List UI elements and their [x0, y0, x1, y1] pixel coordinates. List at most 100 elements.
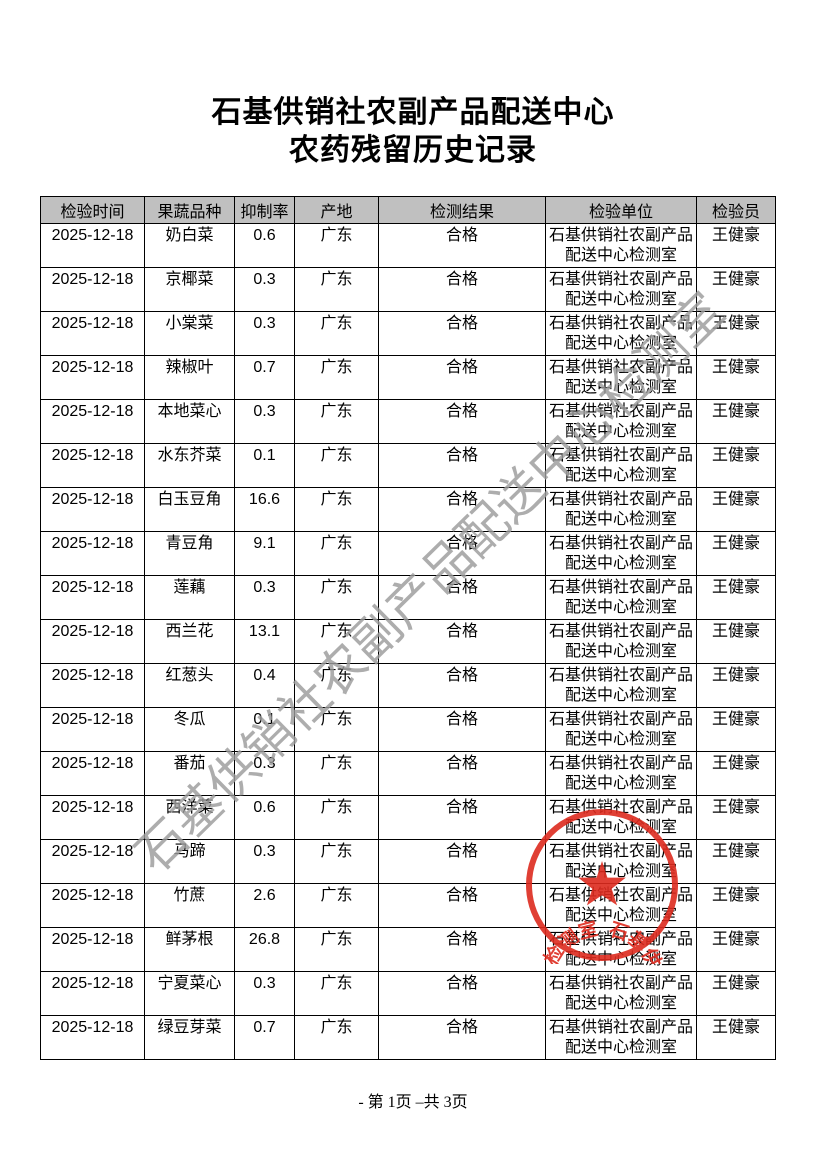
cell-date: 2025-12-18	[40, 883, 145, 928]
table-row: 2025-12-18 西洋菜 0.6 广东 合格 石基供销社农副产品配送中心检测室 王健豪	[40, 795, 776, 840]
table-row: 2025-12-18 小棠菜 0.3 广东 合格 石基供销社农副产品配送中心检测室 王健豪	[40, 311, 776, 356]
cell-inspector: 王健豪	[696, 531, 776, 576]
page-subtitle: 农药残留历史记录	[289, 134, 537, 167]
cell-origin: 广东	[294, 619, 379, 664]
cell-rate: 0.3	[234, 839, 295, 884]
cell-inspector: 王健豪	[696, 443, 776, 488]
cell-origin: 广东	[294, 1015, 379, 1060]
cell-result: 合格	[378, 311, 546, 356]
cell-unit: 石基供销社农副产品配送中心检测室	[545, 487, 697, 532]
cell-rate: 0.6	[234, 223, 295, 268]
cell-variety: 本地菜心	[144, 399, 235, 444]
cell-inspector: 王健豪	[696, 839, 776, 884]
cell-rate: 0.3	[234, 399, 295, 444]
cell-date: 2025-12-18	[40, 927, 145, 972]
cell-date: 2025-12-18	[40, 1015, 145, 1060]
table-row: 2025-12-18 宁夏菜心 0.3 广东 合格 石基供销社农副产品配送中心检测室 王健豪	[40, 971, 776, 1016]
table-row: 2025-12-18 西兰花 13.1 广东 合格 石基供销社农副产品配送中心检测室 王健豪	[40, 619, 776, 664]
cell-rate: 13.1	[234, 619, 295, 664]
table-row: 2025-12-18 京椰菜 0.3 广东 合格 石基供销社农副产品配送中心检测室 王健豪	[40, 267, 776, 312]
table-row: 2025-12-18 番茄 0.3 广东 合格 石基供销社农副产品配送中心检测室 王健豪	[40, 751, 776, 796]
cell-variety: 鲜茅根	[144, 927, 235, 972]
cell-rate: 0.3	[234, 971, 295, 1016]
cell-origin: 广东	[294, 751, 379, 796]
cell-unit: 石基供销社农副产品配送中心检测室	[545, 751, 697, 796]
cell-rate: 2.6	[234, 883, 295, 928]
cell-variety: 奶白菜	[144, 223, 235, 268]
cell-unit: 石基供销社农副产品配送中心检测室	[545, 355, 697, 400]
cell-date: 2025-12-18	[40, 663, 145, 708]
cell-rate: 0.7	[234, 355, 295, 400]
cell-result: 合格	[378, 223, 546, 268]
cell-origin: 广东	[294, 575, 379, 620]
cell-rate: 0.3	[234, 751, 295, 796]
cell-variety: 莲藕	[144, 575, 235, 620]
cell-variety: 京椰菜	[144, 267, 235, 312]
cell-result: 合格	[378, 927, 546, 972]
cell-rate: 26.8	[234, 927, 295, 972]
cell-result: 合格	[378, 619, 546, 664]
cell-origin: 广东	[294, 399, 379, 444]
cell-unit: 石基供销社农副产品配送中心检测室	[545, 619, 697, 664]
cell-result: 合格	[378, 1015, 546, 1060]
cell-variety: 辣椒叶	[144, 355, 235, 400]
cell-variety: 红葱头	[144, 663, 235, 708]
cell-unit: 石基供销社农副产品配送中心检测室	[545, 927, 697, 972]
cell-origin: 广东	[294, 707, 379, 752]
cell-origin: 广东	[294, 311, 379, 356]
cell-date: 2025-12-18	[40, 355, 145, 400]
cell-inspector: 王健豪	[696, 311, 776, 356]
cell-variety: 西兰花	[144, 619, 235, 664]
page-footer: - 第 1页 –共 3页	[358, 1094, 468, 1111]
cell-origin: 广东	[294, 927, 379, 972]
cell-date: 2025-12-18	[40, 443, 145, 488]
cell-rate: 9.1	[234, 531, 295, 576]
cell-origin: 广东	[294, 355, 379, 400]
cell-result: 合格	[378, 399, 546, 444]
table-row: 2025-12-18 辣椒叶 0.7 广东 合格 石基供销社农副产品配送中心检测室 王健豪	[40, 355, 776, 400]
cell-date: 2025-12-18	[40, 267, 145, 312]
cell-unit: 石基供销社农副产品配送中心检测室	[545, 311, 697, 356]
column-header: 检验单位	[545, 196, 697, 224]
table-row: 2025-12-18 青豆角 9.1 广东 合格 石基供销社农副产品配送中心检测室 王健豪	[40, 531, 776, 576]
cell-origin: 广东	[294, 487, 379, 532]
cell-inspector: 王健豪	[696, 883, 776, 928]
cell-variety: 西洋菜	[144, 795, 235, 840]
pesticide-residue-table: 检验时间 果蔬品种 抑制率 产地 检测结果 检验单位 检验员 2025-12-18 奶白菜 0.…	[40, 196, 776, 1060]
cell-result: 合格	[378, 487, 546, 532]
cell-unit: 石基供销社农副产品配送中心检测室	[545, 663, 697, 708]
cell-date: 2025-12-18	[40, 487, 145, 532]
cell-date: 2025-12-18	[40, 751, 145, 796]
cell-unit: 石基供销社农副产品配送中心检测室	[545, 707, 697, 752]
cell-unit: 石基供销社农副产品配送中心检测室	[545, 1015, 697, 1060]
cell-date: 2025-12-18	[40, 839, 145, 884]
cell-date: 2025-12-18	[40, 619, 145, 664]
cell-rate: 0.3	[234, 267, 295, 312]
cell-origin: 广东	[294, 971, 379, 1016]
cell-variety: 竹蔗	[144, 883, 235, 928]
cell-date: 2025-12-18	[40, 971, 145, 1016]
table-row: 2025-12-18 莲藕 0.3 广东 合格 石基供销社农副产品配送中心检测室 王健豪	[40, 575, 776, 620]
cell-variety: 番茄	[144, 751, 235, 796]
cell-result: 合格	[378, 663, 546, 708]
table-row: 2025-12-18 冬瓜 0.1 广东 合格 石基供销社农副产品配送中心检测室 王健豪	[40, 707, 776, 752]
table-header: 检验时间 果蔬品种 抑制率 产地 检测结果 检验单位 检验员	[40, 196, 776, 224]
cell-inspector: 王健豪	[696, 971, 776, 1016]
cell-inspector: 王健豪	[696, 267, 776, 312]
cell-inspector: 王健豪	[696, 399, 776, 444]
cell-unit: 石基供销社农副产品配送中心检测室	[545, 883, 697, 928]
cell-result: 合格	[378, 751, 546, 796]
cell-inspector: 王健豪	[696, 927, 776, 972]
cell-origin: 广东	[294, 267, 379, 312]
cell-rate: 16.6	[234, 487, 295, 532]
cell-inspector: 王健豪	[696, 795, 776, 840]
cell-result: 合格	[378, 531, 546, 576]
cell-result: 合格	[378, 707, 546, 752]
cell-unit: 石基供销社农副产品配送中心检测室	[545, 839, 697, 884]
cell-unit: 石基供销社农副产品配送中心检测室	[545, 443, 697, 488]
cell-date: 2025-12-18	[40, 707, 145, 752]
cell-inspector: 王健豪	[696, 751, 776, 796]
cell-result: 合格	[378, 839, 546, 884]
cell-rate: 0.1	[234, 707, 295, 752]
